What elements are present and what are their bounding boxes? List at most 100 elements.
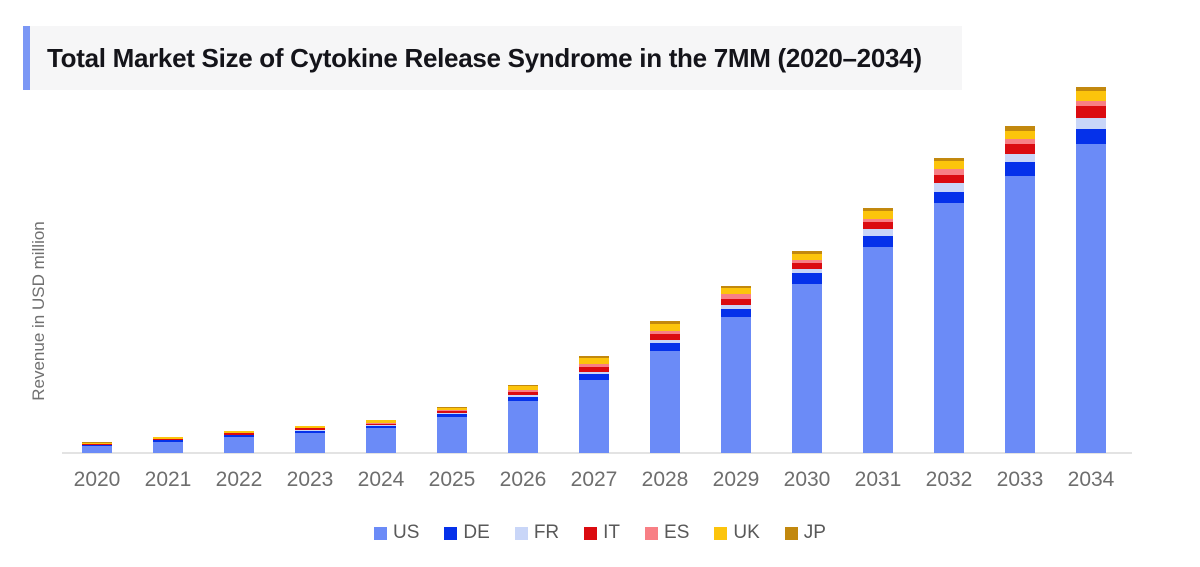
bar-2030[interactable] bbox=[792, 251, 822, 453]
bar-segment-de-2025[interactable] bbox=[437, 414, 467, 418]
bar-segment-de-2029[interactable] bbox=[721, 309, 751, 317]
bar-segment-uk-2027[interactable] bbox=[579, 358, 609, 365]
bar-segment-it-2032[interactable] bbox=[934, 174, 964, 183]
bar-segment-it-2029[interactable] bbox=[721, 299, 751, 306]
bar-segment-it-2030[interactable] bbox=[792, 262, 822, 269]
bar-segment-uk-2022[interactable] bbox=[224, 431, 254, 434]
bar-segment-us-2033[interactable] bbox=[1005, 175, 1035, 453]
bar-segment-uk-2024[interactable] bbox=[366, 420, 396, 423]
bar-segment-us-2021[interactable] bbox=[153, 441, 183, 453]
bar-segment-us-2025[interactable] bbox=[437, 417, 467, 453]
bar-segment-de-2020[interactable] bbox=[82, 445, 112, 446]
bar-segment-us-2026[interactable] bbox=[508, 400, 538, 453]
bar-segment-it-2022[interactable] bbox=[224, 433, 254, 436]
bar-segment-us-2024[interactable] bbox=[366, 427, 396, 453]
bar-segment-uk-2025[interactable] bbox=[437, 407, 467, 411]
legend-item-fr[interactable]: FR bbox=[514, 522, 559, 544]
bar-segment-fr-2033[interactable] bbox=[1005, 153, 1035, 162]
bar-segment-de-2026[interactable] bbox=[508, 396, 538, 401]
bar-2031[interactable] bbox=[863, 207, 893, 453]
bar-2033[interactable] bbox=[1005, 126, 1035, 453]
bar-segment-es-2031[interactable] bbox=[863, 219, 893, 223]
bar-segment-it-2031[interactable] bbox=[863, 222, 893, 230]
bar-2025[interactable] bbox=[437, 407, 467, 453]
bar-segment-us-2027[interactable] bbox=[579, 380, 609, 453]
bar-segment-uk-2032[interactable] bbox=[934, 161, 964, 170]
bar-segment-es-2034[interactable] bbox=[1076, 100, 1106, 107]
bar-segment-us-2022[interactable] bbox=[224, 437, 254, 453]
bar-segment-it-2023[interactable] bbox=[295, 428, 325, 431]
bar-segment-es-2026[interactable] bbox=[508, 390, 538, 393]
bar-segment-jp-2034[interactable] bbox=[1076, 86, 1106, 91]
bar-segment-fr-2031[interactable] bbox=[863, 229, 893, 237]
bar-segment-jp-2033[interactable] bbox=[1005, 126, 1035, 131]
bar-segment-de-2032[interactable] bbox=[934, 191, 964, 203]
bar-segment-fr-2028[interactable] bbox=[650, 340, 680, 344]
bar-segment-es-2024[interactable] bbox=[366, 422, 396, 424]
bar-segment-jp-2030[interactable] bbox=[792, 251, 822, 255]
bar-segment-de-2031[interactable] bbox=[863, 236, 893, 247]
bar-segment-fr-2034[interactable] bbox=[1076, 117, 1106, 129]
bar-segment-fr-2025[interactable] bbox=[437, 413, 467, 415]
bar-segment-es-2028[interactable] bbox=[650, 331, 680, 335]
bar-segment-de-2033[interactable] bbox=[1005, 161, 1035, 176]
bar-2020[interactable] bbox=[82, 442, 112, 453]
bar-2027[interactable] bbox=[579, 355, 609, 453]
bar-segment-uk-2034[interactable] bbox=[1076, 90, 1106, 101]
legend-item-it[interactable]: IT bbox=[584, 522, 620, 544]
bar-segment-uk-2033[interactable] bbox=[1005, 130, 1035, 140]
legend-item-es[interactable]: ES bbox=[645, 522, 689, 544]
bar-segment-de-2028[interactable] bbox=[650, 343, 680, 351]
bar-segment-jp-2026[interactable] bbox=[508, 384, 538, 386]
bar-segment-us-2029[interactable] bbox=[721, 316, 751, 453]
bar-segment-jp-2025[interactable] bbox=[437, 407, 467, 408]
bar-segment-it-2028[interactable] bbox=[650, 334, 680, 341]
bar-2022[interactable] bbox=[224, 431, 254, 453]
bar-segment-it-2025[interactable] bbox=[437, 410, 467, 414]
bar-segment-es-2027[interactable] bbox=[579, 364, 609, 367]
legend-item-uk[interactable]: UK bbox=[714, 522, 760, 544]
bar-segment-es-2032[interactable] bbox=[934, 169, 964, 175]
bar-2024[interactable] bbox=[366, 420, 396, 453]
bar-segment-fr-2030[interactable] bbox=[792, 268, 822, 273]
bar-2029[interactable] bbox=[721, 285, 751, 453]
bar-segment-it-2021[interactable] bbox=[153, 438, 183, 441]
bar-segment-uk-2026[interactable] bbox=[508, 385, 538, 391]
bar-segment-de-2023[interactable] bbox=[295, 430, 325, 433]
bar-segment-fr-2032[interactable] bbox=[934, 182, 964, 192]
bar-segment-uk-2020[interactable] bbox=[82, 442, 112, 444]
bar-segment-it-2027[interactable] bbox=[579, 366, 609, 372]
bar-segment-uk-2028[interactable] bbox=[650, 324, 680, 332]
bar-segment-de-2030[interactable] bbox=[792, 272, 822, 284]
bar-segment-us-2030[interactable] bbox=[792, 283, 822, 453]
bar-2028[interactable] bbox=[650, 321, 680, 453]
bar-2021[interactable] bbox=[153, 436, 183, 453]
bar-segment-es-2033[interactable] bbox=[1005, 139, 1035, 145]
bar-2026[interactable] bbox=[508, 384, 538, 453]
bar-segment-us-2028[interactable] bbox=[650, 350, 680, 453]
bar-segment-jp-2032[interactable] bbox=[934, 157, 964, 162]
bar-segment-us-2031[interactable] bbox=[863, 246, 893, 453]
bar-segment-de-2024[interactable] bbox=[366, 425, 396, 428]
bar-segment-uk-2023[interactable] bbox=[295, 426, 325, 429]
bar-segment-uk-2030[interactable] bbox=[792, 254, 822, 261]
bar-segment-it-2033[interactable] bbox=[1005, 144, 1035, 154]
bar-2023[interactable] bbox=[295, 425, 325, 453]
bar-segment-us-2020[interactable] bbox=[82, 446, 112, 453]
bar-segment-uk-2021[interactable] bbox=[153, 437, 183, 439]
bar-segment-it-2020[interactable] bbox=[82, 443, 112, 445]
bar-segment-es-2025[interactable] bbox=[437, 410, 467, 411]
bar-segment-de-2021[interactable] bbox=[153, 440, 183, 442]
bar-segment-fr-2026[interactable] bbox=[508, 395, 538, 397]
bar-segment-it-2034[interactable] bbox=[1076, 106, 1106, 118]
bar-segment-jp-2027[interactable] bbox=[579, 355, 609, 359]
bar-segment-it-2026[interactable] bbox=[508, 392, 538, 396]
bar-segment-fr-2027[interactable] bbox=[579, 371, 609, 375]
bar-segment-es-2029[interactable] bbox=[721, 294, 751, 300]
bar-segment-us-2034[interactable] bbox=[1076, 143, 1106, 453]
bar-2034[interactable] bbox=[1076, 86, 1106, 453]
bar-segment-uk-2031[interactable] bbox=[863, 211, 893, 220]
bar-segment-fr-2029[interactable] bbox=[721, 305, 751, 310]
bar-segment-de-2034[interactable] bbox=[1076, 128, 1106, 144]
legend-item-jp[interactable]: JP bbox=[784, 522, 826, 544]
